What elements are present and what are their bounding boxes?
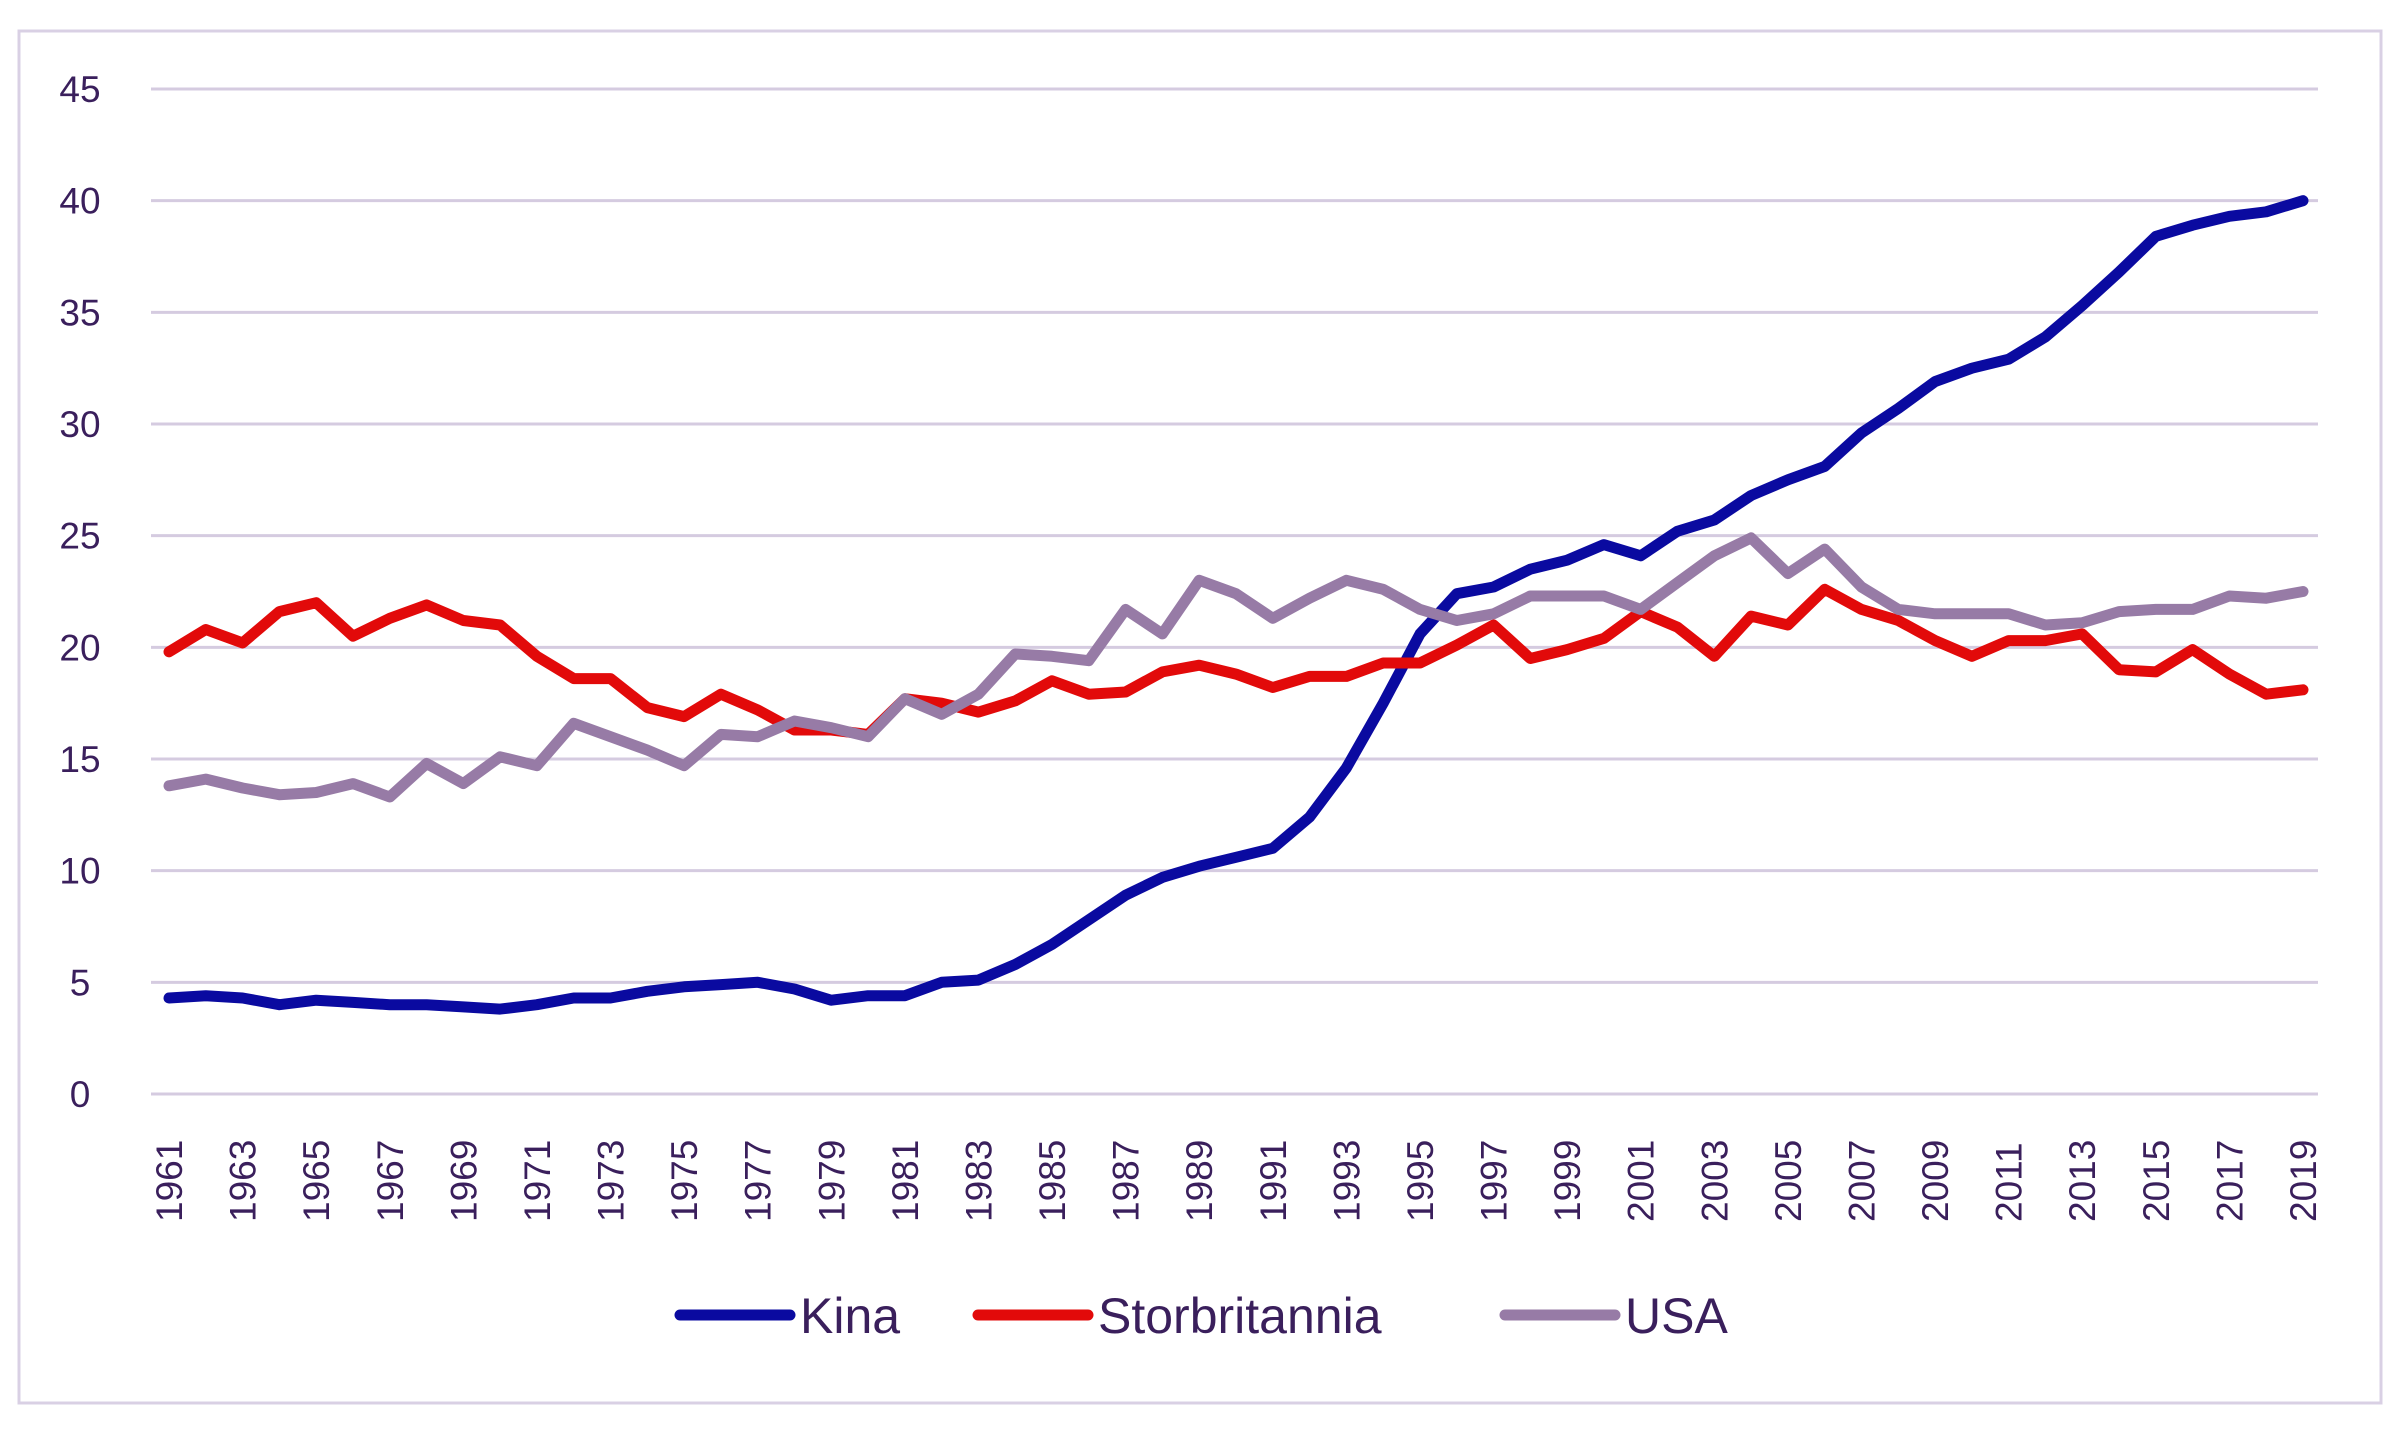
x-tick-label: 1989 [1179,1140,1220,1222]
series-line-kina [163,195,2309,1015]
y-tick-label: 45 [59,69,100,110]
x-tick-label: 2009 [1915,1140,1956,1222]
x-tick-label: 2007 [1841,1140,1882,1222]
x-tick-label: 1999 [1547,1140,1588,1222]
series-line-usa [163,532,2309,803]
x-tick-label: 2019 [2283,1140,2324,1222]
x-tick-label: 1991 [1253,1140,1294,1222]
x-tick-label: 2005 [1768,1140,1809,1222]
x-tick-label: 2017 [2209,1140,2250,1222]
x-tick-label: 1985 [1032,1140,1073,1222]
x-tick-label: 1977 [738,1140,779,1222]
legend-label: USA [1625,1288,1728,1344]
x-tick-label: 1973 [591,1140,632,1222]
x-tick-label: 1993 [1326,1140,1367,1222]
x-tick-label: 1967 [370,1140,411,1222]
y-tick-label: 30 [59,404,100,445]
y-tick-label: 35 [59,292,100,333]
y-tick-label: 10 [59,851,100,892]
y-tick-label: 0 [70,1074,91,1115]
chart-frame [17,29,2383,1405]
x-tick-label: 1987 [1106,1140,1147,1222]
x-tick-label: 1971 [517,1140,558,1222]
x-tick-label: 1969 [443,1140,484,1222]
y-tick-label: 15 [59,739,100,780]
x-tick-label: 1995 [1400,1140,1441,1222]
x-tick-label: 1981 [885,1140,926,1222]
x-tick-label: 1979 [811,1140,852,1222]
y-tick-label: 20 [59,627,100,668]
y-tick-label: 5 [70,962,91,1003]
x-tick-label: 2003 [1694,1140,1735,1222]
legend-label: Kina [800,1288,900,1344]
y-tick-label: 40 [59,181,100,222]
x-tick-label: 1997 [1474,1140,1515,1222]
x-tick-label: 2013 [2062,1140,2103,1222]
x-tick-label: 1975 [664,1140,705,1222]
x-tick-label: 2001 [1621,1140,1662,1222]
series-line-storbritannia [163,583,2309,740]
x-tick-label: 1963 [223,1140,264,1222]
x-tick-label: 1983 [958,1140,999,1222]
legend-label: Storbritannia [1098,1288,1382,1344]
x-tick-label: 1961 [149,1140,190,1222]
x-tick-label: 1965 [296,1140,337,1222]
x-tick-label: 2011 [1989,1142,2030,1222]
y-tick-label: 25 [59,516,100,557]
x-tick-label: 2015 [2136,1140,2177,1222]
